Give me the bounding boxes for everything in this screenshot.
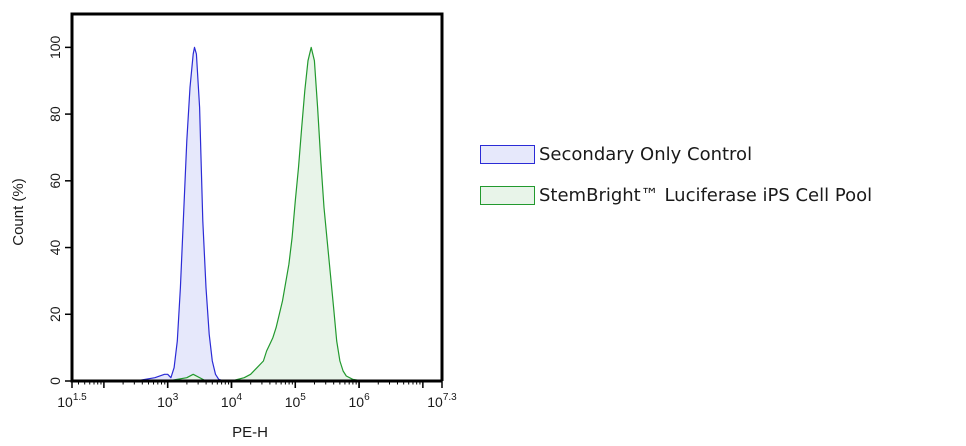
axes <box>70 12 444 383</box>
y-tick-label: 80 <box>47 106 63 122</box>
series-1-area <box>167 46 373 382</box>
series-layer <box>135 46 373 382</box>
x-tick-label: 105 <box>285 392 307 410</box>
legend-item-stembright-pool: StemBright™ Luciferase iPS Cell Pool <box>480 183 872 207</box>
tick-layer: 101.5 103 104 105 106 107.3 0 20 40 60 80 100 <box>47 35 457 410</box>
y-tick-label: 0 <box>47 377 63 385</box>
x-tick-label: 106 <box>348 392 370 410</box>
y-tick-label: 60 <box>47 173 63 189</box>
y-tick-label: 20 <box>47 306 63 322</box>
x-tick-label: 103 <box>157 392 179 410</box>
legend-item-secondary-only-control: Secondary Only Control <box>480 142 872 166</box>
x-tick-label: 104 <box>221 392 243 410</box>
legend-label: Secondary Only Control <box>539 143 753 165</box>
x-tick-label: 101.5 <box>57 392 87 410</box>
legend-label: StemBright™ Luciferase iPS Cell Pool <box>539 184 873 206</box>
y-axis-title: Count (%) <box>10 178 27 246</box>
y-tick-label: 100 <box>47 35 63 59</box>
legend-swatch-green <box>480 185 535 205</box>
x-axis-title: PE-H <box>232 424 268 441</box>
x-tick-label: 107.3 <box>427 392 457 410</box>
y-tick-label: 40 <box>47 240 63 256</box>
legend-swatch-blue <box>480 144 535 164</box>
legend: Secondary Only Control StemBright™ Lucif… <box>480 142 872 224</box>
